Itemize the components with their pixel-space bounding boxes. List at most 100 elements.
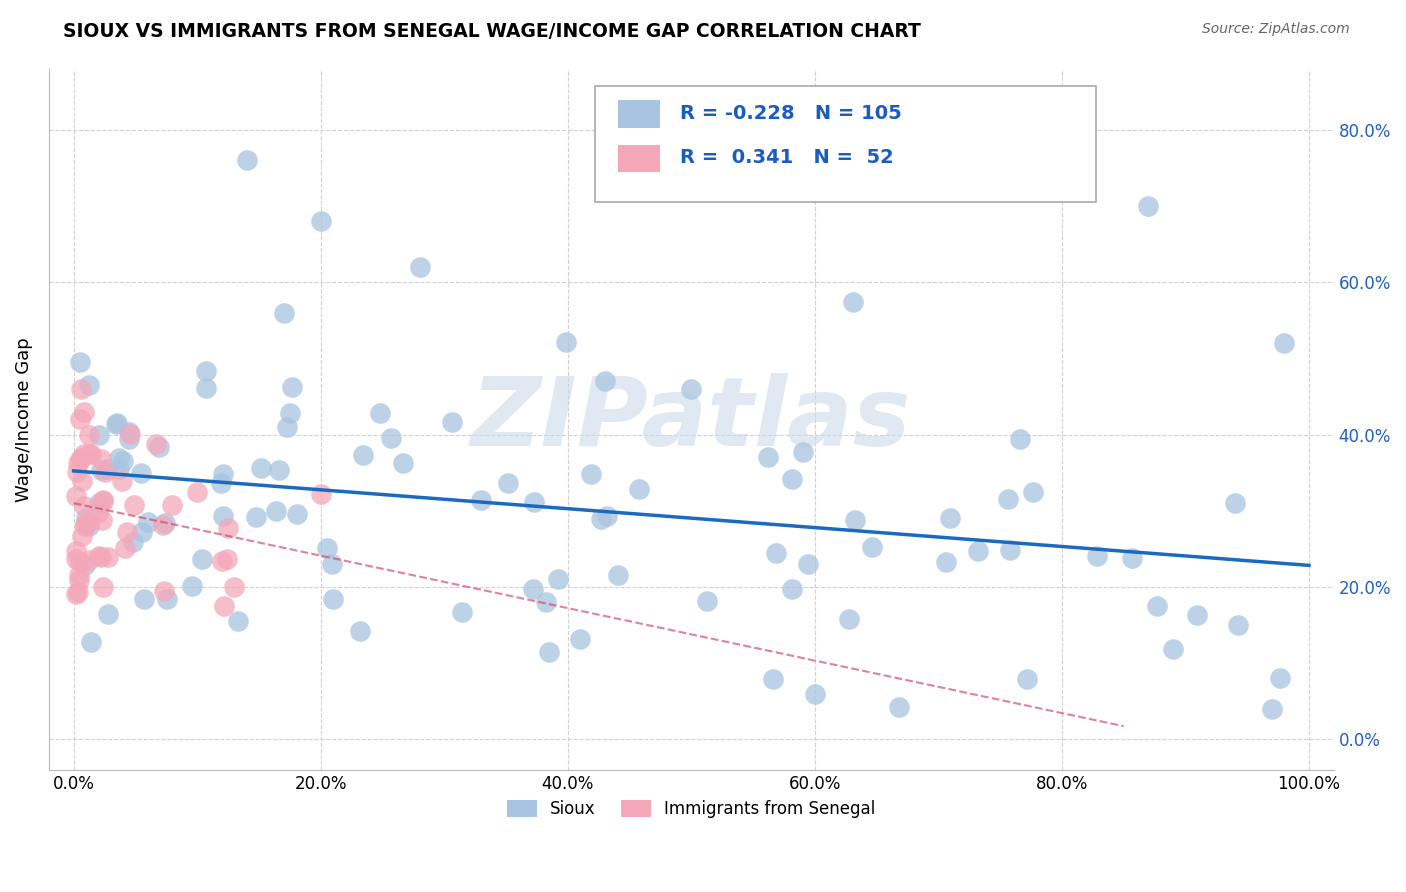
Point (105, 416, 128, 430)
Point (69, 450, 91, 465)
Point (156, 591, 179, 606)
Point (91, 493, 114, 508)
Point (209, 475, 232, 490)
Point (1261, 702, 1284, 716)
Point (1085, 549, 1108, 563)
Point (887, 700, 910, 714)
Point (97, 550, 120, 565)
Point (191, 552, 214, 566)
Point (90, 549, 112, 564)
Point (226, 614, 249, 628)
Point (120, 427, 142, 442)
Point (136, 515, 159, 529)
Point (65, 543, 87, 558)
Point (249, 461, 271, 475)
Point (579, 467, 602, 481)
Point (217, 521, 239, 535)
Point (111, 454, 134, 468)
Point (114, 541, 136, 556)
Point (568, 632, 591, 647)
Point (792, 445, 814, 459)
Point (75, 518, 97, 533)
Point (186, 485, 208, 500)
Point (72, 404, 94, 418)
Point (1270, 671, 1292, 685)
Point (1185, 608, 1208, 623)
Point (108, 462, 131, 476)
Point (780, 473, 803, 487)
Point (235, 153, 257, 167)
Point (118, 425, 141, 439)
Point (66, 465, 89, 479)
Point (73, 499, 96, 513)
Text: R = -0.228   N = 105: R = -0.228 N = 105 (679, 103, 901, 123)
Point (273, 305, 295, 319)
Point (90, 513, 112, 527)
Point (596, 508, 619, 523)
Point (72, 529, 94, 543)
Point (162, 499, 184, 513)
Point (1163, 641, 1185, 656)
Point (998, 542, 1021, 557)
Point (269, 463, 291, 477)
Point (79, 447, 101, 461)
Point (87, 549, 110, 564)
Point (470, 492, 492, 507)
Point (148, 440, 170, 454)
Point (73, 517, 96, 532)
Point (450, 605, 472, 619)
FancyBboxPatch shape (595, 86, 1095, 202)
Point (627, 482, 650, 496)
Point (195, 381, 218, 395)
Point (195, 364, 218, 378)
Point (89, 428, 111, 442)
Y-axis label: Wage/Income Gap: Wage/Income Gap (15, 337, 32, 501)
Point (211, 554, 233, 568)
Point (124, 499, 146, 513)
Point (67, 457, 90, 471)
Legend: Sioux, Immigrants from Senegal: Sioux, Immigrants from Senegal (501, 793, 882, 825)
Point (523, 495, 546, 509)
Point (77, 447, 100, 461)
Point (696, 594, 718, 608)
Point (69, 412, 91, 426)
Point (132, 591, 155, 606)
Point (69, 382, 91, 396)
Point (316, 541, 339, 555)
Point (278, 406, 301, 420)
Point (368, 406, 391, 420)
Point (67, 573, 90, 587)
Point (153, 516, 176, 530)
Point (322, 592, 344, 607)
FancyBboxPatch shape (619, 145, 661, 172)
Point (90, 452, 112, 467)
Point (67, 585, 90, 599)
Point (780, 582, 803, 597)
Point (1272, 336, 1295, 351)
Point (69, 452, 91, 467)
Point (245, 509, 267, 524)
Point (77, 516, 100, 530)
Point (547, 572, 569, 586)
Point (844, 513, 866, 527)
Point (935, 555, 957, 569)
Point (392, 456, 415, 470)
Point (1008, 432, 1031, 446)
Point (321, 557, 343, 571)
Point (111, 474, 134, 488)
Point (967, 544, 990, 558)
Point (838, 613, 860, 627)
Point (65, 552, 87, 566)
Point (309, 214, 332, 228)
Point (70, 475, 93, 489)
Point (537, 645, 560, 659)
Point (804, 687, 827, 701)
Point (1022, 485, 1045, 500)
Point (77, 377, 100, 392)
Point (522, 582, 544, 597)
Text: Source: ZipAtlas.com: Source: ZipAtlas.com (1202, 22, 1350, 37)
Point (115, 524, 138, 539)
Point (276, 420, 298, 434)
Point (73, 447, 96, 461)
Point (264, 504, 287, 518)
